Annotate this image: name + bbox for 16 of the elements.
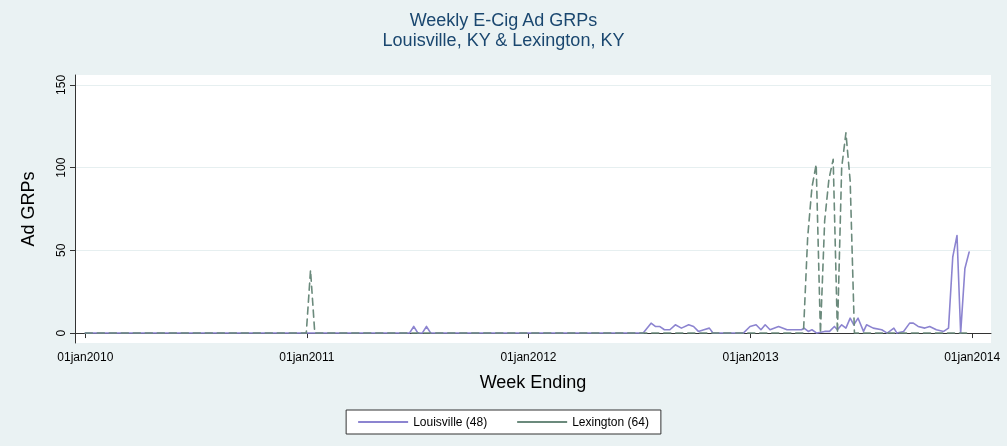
legend-label: Louisville (48) <box>413 415 488 429</box>
y-tick-label: 100 <box>54 157 68 178</box>
x-tick-label: 01jan2014 <box>944 350 1001 364</box>
legend-label: Lexington (64) <box>572 415 649 429</box>
x-tick-label: 01jan2012 <box>500 350 557 364</box>
chart-title: Weekly E-Cig Ad GRPs <box>409 10 598 30</box>
x-tick-label: 01jan2013 <box>722 350 779 364</box>
y-axis-title: Ad GRPs <box>18 171 38 247</box>
chart-subtitle: Louisville, KY & Lexington, KY <box>382 30 625 50</box>
x-axis-title: Week Ending <box>479 372 587 392</box>
line-series <box>84 132 969 334</box>
x-tick-label: 01jan2010 <box>57 350 114 364</box>
y-tick-label: 150 <box>54 74 68 95</box>
y-tick-label: 0 <box>54 329 68 337</box>
x-tick-label: 01jan2011 <box>279 350 335 364</box>
y-tick-label: 50 <box>54 243 68 258</box>
